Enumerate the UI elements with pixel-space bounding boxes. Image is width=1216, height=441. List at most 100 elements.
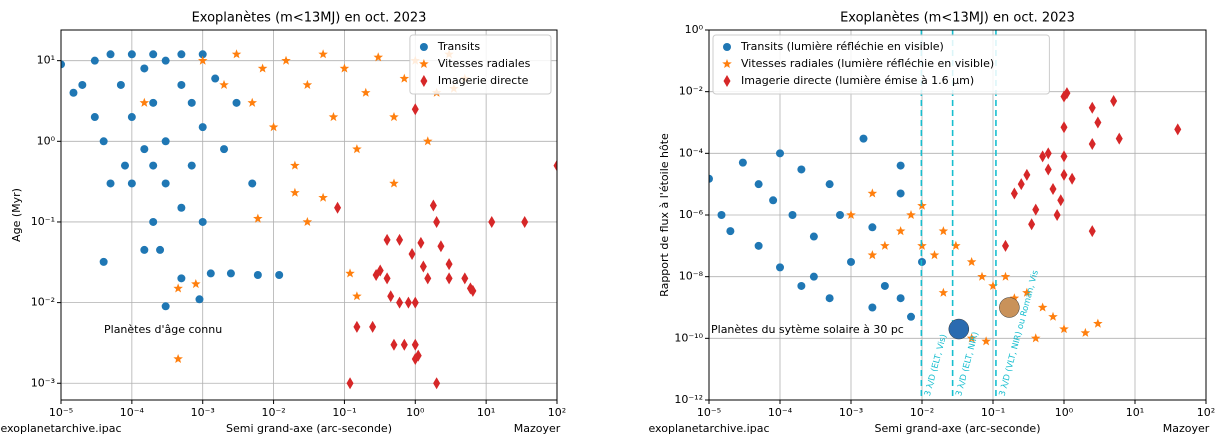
point: [1060, 150, 1068, 163]
point: [106, 179, 115, 188]
point: [1009, 293, 1020, 303]
point: [373, 52, 383, 62]
point: [99, 257, 108, 266]
credit-note: Mazoyer: [1163, 422, 1210, 435]
point: [106, 50, 115, 59]
solar-planet: [948, 318, 970, 340]
y-tick-label: 10⁻⁶: [679, 208, 704, 221]
point: [1110, 94, 1118, 107]
point: [318, 192, 328, 202]
point: [247, 97, 257, 107]
chart-title: Exoplanètes (m<13MJ) en oct. 2023: [840, 11, 1075, 26]
point: [206, 269, 215, 278]
credit-note: Mazoyer: [514, 422, 561, 435]
point: [257, 63, 268, 73]
y-tick-label: 10⁻¹²: [674, 393, 703, 406]
legend-marker: [723, 43, 731, 51]
x-tick-label: 10⁻³: [839, 406, 863, 419]
point: [847, 257, 855, 266]
point: [177, 50, 186, 59]
legend-label: Transits (lumière réfléchie en visible): [740, 40, 944, 53]
point: [1028, 218, 1036, 231]
point: [738, 158, 747, 167]
point: [1049, 182, 1057, 195]
point: [140, 145, 149, 154]
point: [1060, 121, 1068, 134]
point: [353, 320, 361, 333]
point: [191, 279, 201, 289]
point: [717, 211, 726, 219]
point: [328, 112, 339, 122]
point: [1017, 178, 1025, 191]
legend-label: Transits: [437, 40, 480, 53]
solar-planet: [999, 297, 1020, 318]
point: [1080, 327, 1091, 337]
point: [253, 213, 263, 223]
point: [302, 79, 313, 89]
point: [1088, 101, 1096, 114]
point: [177, 80, 186, 89]
source-note: exoplanetarchive.ipac: [648, 422, 769, 435]
point: [809, 232, 818, 241]
point: [797, 165, 806, 174]
point: [198, 50, 207, 59]
x-axis-label: Semi grand-axe (arc-seconde): [226, 422, 392, 435]
legend-marker: [723, 75, 731, 87]
point: [383, 272, 391, 285]
point: [187, 161, 196, 170]
point: [896, 294, 905, 303]
point: [61, 60, 65, 69]
x-tick-label: 10⁻⁵: [697, 406, 721, 419]
point: [423, 136, 433, 146]
point: [836, 211, 845, 219]
point: [339, 63, 350, 73]
point: [140, 245, 149, 254]
point: [383, 233, 391, 246]
point: [275, 270, 284, 279]
point: [1068, 172, 1076, 185]
y-tick-label: 10⁻¹: [31, 215, 55, 228]
point: [302, 217, 313, 226]
point: [352, 144, 362, 154]
point: [880, 281, 889, 290]
point: [1060, 168, 1068, 181]
point: [408, 248, 416, 261]
x-tick-label: 10⁻³: [191, 406, 215, 419]
y-tick-label: 10⁻²: [31, 296, 55, 309]
point: [1088, 138, 1096, 151]
point: [895, 226, 906, 236]
point: [161, 137, 170, 146]
point: [488, 215, 496, 228]
point: [553, 159, 557, 172]
point: [754, 180, 763, 189]
point: [99, 137, 108, 146]
point: [938, 287, 949, 297]
point: [906, 210, 916, 219]
legend-label: Vitesses radiales: [438, 57, 531, 70]
point: [1037, 302, 1048, 312]
point: [389, 178, 399, 188]
point: [966, 333, 977, 343]
point: [445, 258, 453, 271]
point: [173, 283, 183, 293]
point: [156, 245, 165, 254]
point: [1031, 333, 1041, 343]
point: [981, 336, 991, 346]
chart-title: Exoplanètes (m<13MJ) en oct. 2023: [192, 11, 427, 26]
point: [896, 161, 905, 170]
y-tick-label: 10⁰: [685, 23, 704, 36]
point: [149, 161, 158, 170]
y-tick-label: 10⁻²: [679, 85, 703, 98]
point: [390, 338, 398, 351]
legend-label: Imagerie directe: [438, 74, 529, 87]
point: [825, 294, 834, 303]
legend-marker: [419, 43, 428, 51]
point: [469, 284, 477, 297]
limit-label: 3 λ/D (VLT, NIR) ou Roman, Vis: [998, 269, 1041, 398]
point: [198, 217, 207, 226]
y-tick-label: 10⁻³: [31, 376, 55, 389]
point: [116, 80, 125, 89]
point: [461, 272, 469, 285]
point: [404, 296, 412, 309]
